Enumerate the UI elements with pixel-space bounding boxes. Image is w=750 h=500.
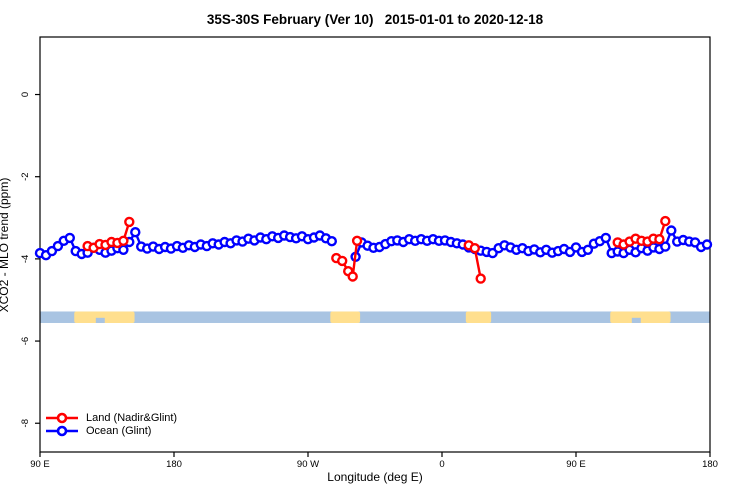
y-tick-label: 0 — [20, 92, 31, 97]
map-strip-ocean-notch — [95, 317, 105, 323]
y-tick-label: -2 — [20, 172, 31, 180]
x-tick-label: 0 — [439, 459, 444, 470]
data-point-ocean — [660, 241, 671, 252]
data-point-ocean — [701, 239, 713, 250]
data-point-land — [475, 273, 486, 284]
data-point-land — [124, 216, 135, 228]
x-tick-label: 90 W — [297, 459, 319, 470]
x-tick-label: 90 E — [30, 459, 50, 470]
data-point-land — [351, 235, 363, 247]
legend-label-land: Land (Nadir&Glint) — [86, 411, 178, 424]
legend-item-ocean: Ocean (Glint) — [44, 424, 177, 437]
data-point-ocean — [666, 225, 677, 236]
map-strip-ocean-notch — [631, 317, 641, 323]
chart-title: 35S-30S February (Ver 10) 2015-01-01 to … — [206, 12, 544, 27]
data-point-ocean — [326, 235, 337, 247]
ocean-line-marker-icon — [46, 425, 78, 436]
x-axis-label: Longitude (deg E) — [327, 470, 423, 484]
data-point-ocean — [64, 232, 76, 244]
data-point-land — [660, 215, 671, 227]
map-strip-land-patch — [74, 311, 135, 323]
data-point-ocean — [130, 226, 141, 238]
data-point-ocean — [582, 244, 594, 256]
data-point-land — [347, 271, 358, 282]
y-tick-label: -6 — [20, 337, 31, 345]
y-tick-label: -8 — [20, 419, 31, 427]
data-point-land — [654, 233, 665, 245]
x-tick-label: 180 — [702, 459, 718, 470]
map-strip-land-patch — [465, 311, 492, 323]
y-tick-label: -4 — [20, 255, 31, 263]
x-tick-label: 180 — [166, 459, 182, 470]
x-tick-label: 90 E — [566, 459, 586, 470]
legend-label-ocean: Ocean (Glint) — [86, 424, 152, 437]
y-axis-label: XCO2 - MLO trend (ppm) — [0, 177, 11, 313]
data-point-ocean — [118, 244, 129, 256]
land-line-marker-icon — [46, 412, 78, 423]
map-strip-ocean — [40, 311, 710, 323]
data-point-land — [469, 242, 480, 254]
data-point-land — [118, 235, 129, 247]
map-strip-land-patch — [330, 311, 361, 323]
map-strip-land-patch — [610, 311, 671, 323]
data-point-ocean — [600, 232, 611, 244]
legend: Land (Nadir&Glint) Ocean (Glint) — [44, 411, 177, 437]
legend-item-land: Land (Nadir&Glint) — [44, 411, 177, 424]
data-point-land — [337, 255, 348, 267]
